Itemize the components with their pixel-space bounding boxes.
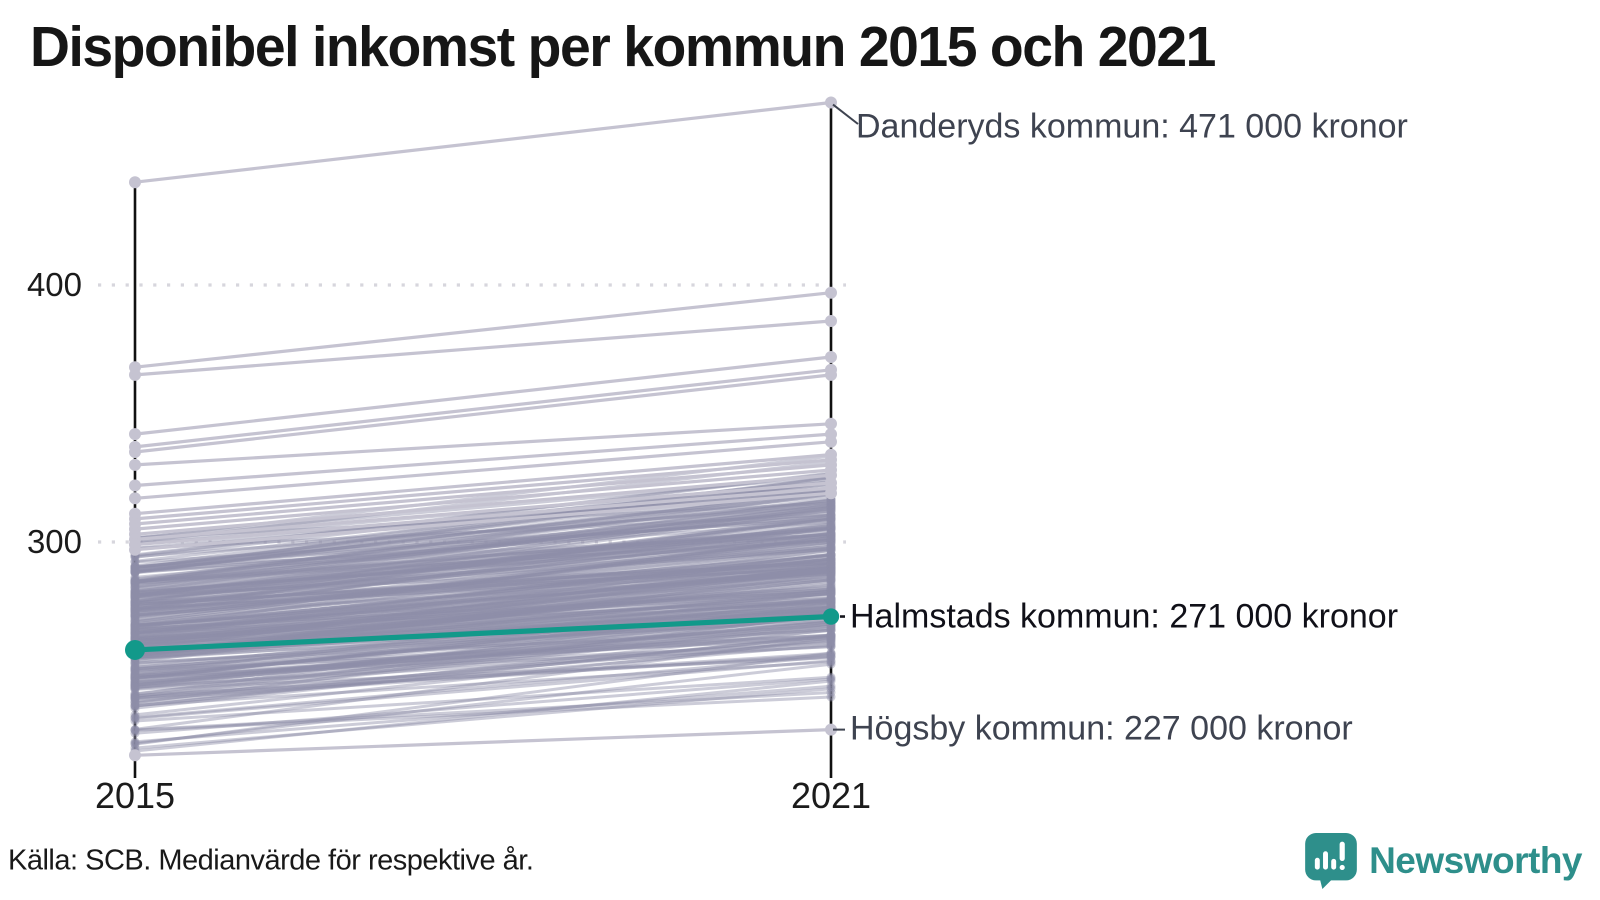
newsworthy-logo[interactable]: Newsworthy — [1305, 833, 1582, 889]
annotation-danderyd: Danderyds kommun: 471 000 kronor — [856, 107, 1408, 146]
x-axis-label-2021: 2021 — [790, 775, 872, 816]
speech-bubble-bar-chart-icon — [1305, 833, 1357, 889]
y-axis-tick-400: 400 — [26, 266, 82, 303]
y-axis-tick-300: 300 — [26, 523, 82, 560]
chart-title: Disponibel inkomst per kommun 2015 och 2… — [30, 15, 1216, 79]
annotation-hogsby: Högsby kommun: 227 000 kronor — [850, 709, 1353, 748]
x-axis-label-2015: 2015 — [94, 775, 176, 816]
newsworthy-wordmark: Newsworthy — [1369, 840, 1582, 881]
source-note: Källa: SCB. Medianvärde för respektive å… — [8, 844, 534, 877]
annotation-halmstad: Halmstads kommun: 271 000 kronor — [850, 597, 1399, 636]
